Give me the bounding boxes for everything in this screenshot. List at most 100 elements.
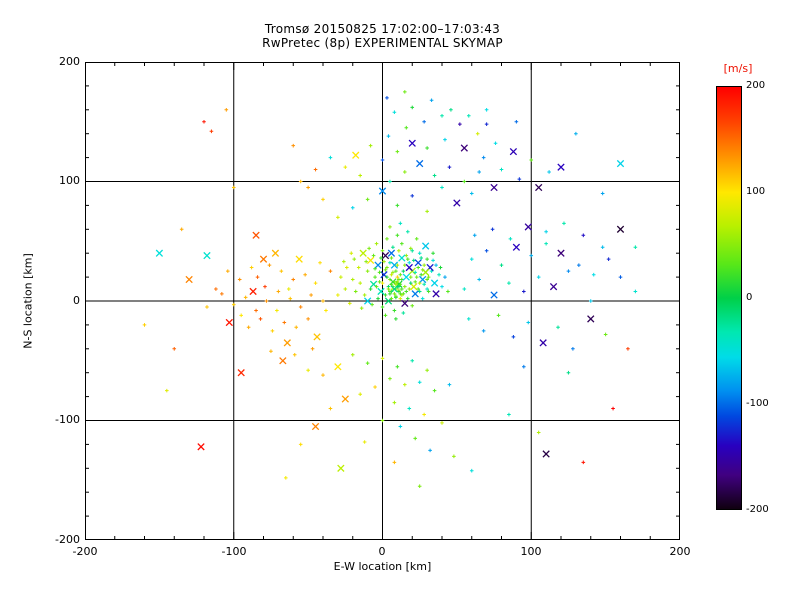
scatter-point-dot xyxy=(536,430,541,435)
scatter-point-x xyxy=(432,290,440,298)
scatter-point-x xyxy=(557,249,565,257)
scatter-point-dot xyxy=(321,197,325,202)
scatter-point-dot xyxy=(392,308,397,313)
x-tick-label: -100 xyxy=(221,545,247,558)
scatter-point-dot xyxy=(392,292,397,296)
scatter-point-x xyxy=(616,159,625,168)
x-tick-label: 200 xyxy=(669,545,691,558)
scatter-point-dot xyxy=(394,282,398,287)
scatter-point-dot xyxy=(255,275,260,279)
scatter-point-dot xyxy=(413,436,418,441)
scatter-point-dot xyxy=(508,237,513,241)
scatter-point-dot xyxy=(350,352,355,357)
x-tick-label: 100 xyxy=(520,545,542,558)
scatter-point-dot xyxy=(321,373,325,377)
scatter-point-dot xyxy=(258,317,263,321)
colorbar-tick-label: -100 xyxy=(746,398,769,409)
scatter-point-dot xyxy=(466,113,471,118)
scatter-point-dot xyxy=(547,170,551,174)
scatter-point-dot xyxy=(529,158,534,162)
scatter-point-dot xyxy=(294,325,299,330)
scatter-point-dot xyxy=(347,301,352,306)
scatter-point-dot xyxy=(165,388,169,393)
scatter-point-dot xyxy=(214,287,218,291)
scatter-point-dot xyxy=(395,280,400,284)
scatter-point-dot xyxy=(392,400,397,405)
scatter-point-dot xyxy=(286,287,291,291)
scatter-point-x xyxy=(524,223,532,231)
scatter-point-dot xyxy=(566,269,571,273)
scatter-point-dot xyxy=(389,296,394,301)
scatter-point-dot xyxy=(452,454,456,459)
scatter-point-dot xyxy=(392,460,397,465)
scatter-point-dot xyxy=(419,256,423,260)
scatter-point-dot xyxy=(394,269,398,273)
scatter-point-dot xyxy=(440,113,444,118)
scatter-point-dot xyxy=(404,125,409,130)
scatter-point-dot xyxy=(472,233,477,238)
scatter-point-dot xyxy=(403,90,407,94)
colorbar-tick-label: 0 xyxy=(746,292,753,303)
scatter-point-dot xyxy=(462,179,467,184)
x-tick-label: -200 xyxy=(72,545,98,558)
scatter-point-dot xyxy=(303,272,307,277)
scatter-point-dot xyxy=(571,347,575,351)
scatter-point-dot xyxy=(298,305,303,309)
scatter-point-dot xyxy=(400,241,404,246)
scatter-point-dot xyxy=(231,185,236,190)
scatter-point-dot xyxy=(373,385,377,389)
scatter-point-dot xyxy=(425,368,429,373)
scatter-point-dot xyxy=(397,284,401,289)
scatter-point-dot xyxy=(469,468,474,473)
scatter-point-dot xyxy=(633,289,638,294)
scatter-point-dot xyxy=(313,281,318,285)
scatter-point-dot xyxy=(429,98,434,103)
scatter-point-x xyxy=(390,261,399,269)
scatter-point-dot xyxy=(313,167,318,172)
scatter-point-x xyxy=(225,318,233,327)
scatter-point-dot xyxy=(403,170,407,174)
scatter-point-dot xyxy=(443,137,447,142)
scatter-point-dot xyxy=(400,287,404,291)
scatter-point-x xyxy=(405,263,413,272)
scatter-point-dot xyxy=(345,265,349,270)
scatter-point-dot xyxy=(380,158,385,162)
scatter-point-dot xyxy=(425,287,429,291)
scatter-point-dot xyxy=(562,221,566,226)
scatter-point-dot xyxy=(342,259,346,264)
scatter-point-dot xyxy=(391,245,395,250)
scatter-point-dot xyxy=(310,347,315,351)
colorbar-tick-label: -200 xyxy=(746,504,769,515)
scatter-point-dot xyxy=(422,119,426,124)
scatter-point-dot xyxy=(499,263,504,267)
scatter-point-x xyxy=(411,290,419,298)
scatter-point-x xyxy=(341,395,349,403)
scatter-point-dot xyxy=(416,265,420,270)
scatter-point-dot xyxy=(291,277,296,282)
scatter-point-dot xyxy=(385,237,389,241)
scatter-point-dot xyxy=(447,165,452,169)
scatter-point-dot xyxy=(407,406,412,411)
scatter-point-dot xyxy=(526,320,531,325)
scatter-point-dot xyxy=(581,460,586,465)
scatter-point-x xyxy=(419,275,427,284)
scatter-point-dot xyxy=(321,299,325,303)
scatter-point-dot xyxy=(417,251,422,255)
scatter-point-dot xyxy=(365,197,370,202)
scatter-point-dot xyxy=(362,293,367,297)
scatter-point-dot xyxy=(484,249,489,253)
scatter-point-dot xyxy=(410,358,415,363)
scatter-point-x xyxy=(334,363,342,371)
scatter-point-x xyxy=(279,357,287,365)
scatter-point-dot xyxy=(603,332,608,337)
scatter-point-x xyxy=(237,369,245,377)
scatter-point-dot xyxy=(237,277,242,282)
y-tick-label: -200 xyxy=(55,533,80,546)
scatter-point-dot xyxy=(386,134,391,138)
scatter-point-dot xyxy=(209,129,214,134)
scatter-point-dot xyxy=(362,440,367,444)
scatter-point-dot xyxy=(398,296,403,301)
scatter-point-dot xyxy=(389,256,394,260)
scatter-point-dot xyxy=(373,275,377,279)
scatter-point-dot xyxy=(350,277,355,282)
